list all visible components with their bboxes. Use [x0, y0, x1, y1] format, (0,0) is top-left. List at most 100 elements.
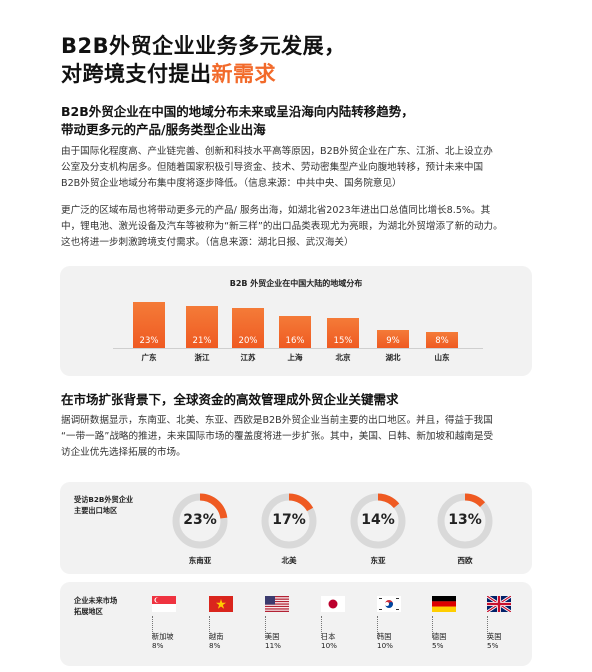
bar	[232, 308, 264, 348]
paragraph-line: 访企业优先选择拓展的市场。	[61, 447, 186, 458]
bar-value-label: 16%	[285, 336, 305, 346]
korea-flag-icon	[377, 596, 401, 612]
market-name: 英国	[487, 632, 502, 641]
bar-category-label: 上海	[287, 353, 303, 362]
donut-segment	[437, 493, 493, 549]
germany-flag-icon	[432, 596, 456, 612]
paragraph-line: “一带一路”战略的推进，未来国际市场的覆盖度将进一步扩张。其中，美国、日韩、新加…	[61, 431, 494, 442]
donut-region-name: 西欧	[457, 556, 473, 565]
label-line: 主要出口地区	[74, 506, 118, 515]
singapore-flag-icon	[152, 596, 176, 612]
germany-flag-graphic	[432, 596, 456, 612]
export-regions-label: 受访B2B外贸企业 主要出口地区	[74, 494, 154, 516]
market-label: 越南 8%	[209, 632, 223, 650]
bar-value-label: 21%	[192, 336, 212, 346]
paragraph-line: 更广泛的区域布局也将带动更多元的产品/ 服务出海，如湖北省2023年进出口总值同…	[61, 205, 491, 216]
section2-heading: 在市场扩张背景下，全球资金的高效管理成外贸企业关键需求	[61, 392, 399, 407]
paragraph-line: 这也将进一步刺激跨境支付需求。（信息来源：湖北日报、武汉海关）	[61, 237, 354, 248]
korea-flag-graphic	[377, 596, 401, 612]
donut-percentage: 23%	[183, 512, 217, 528]
bar-value-label: 15%	[333, 336, 353, 346]
bar-category-label: 北京	[335, 353, 351, 362]
uk-flag-graphic	[486, 594, 512, 614]
market-name: 新加坡	[152, 632, 174, 641]
market-label: 韩国 10%	[377, 632, 393, 650]
vietnam-flag-graphic	[209, 596, 233, 612]
flag-connector-line	[432, 616, 433, 638]
paragraph-line: 据调研数据显示，东南亚、北美、东亚、西欧是B2B外贸企业当前主要的出口地区。并且…	[61, 415, 493, 426]
market-label: 美国 11%	[265, 632, 281, 650]
japan-flag-graphic	[321, 596, 345, 612]
bar	[186, 306, 218, 348]
market-name: 美国	[265, 632, 280, 641]
market-name: 德国	[432, 632, 447, 641]
market-name: 越南	[209, 632, 224, 641]
market-name: 日本	[321, 632, 336, 641]
flag-connector-line	[487, 616, 488, 638]
market-percentage: 8%	[209, 641, 221, 650]
market-label: 日本 10%	[321, 632, 337, 650]
donut-percentage: 17%	[272, 512, 306, 528]
bar-value-label: 23%	[139, 336, 159, 346]
donut-chart	[172, 493, 228, 549]
market-name: 韩国	[377, 632, 392, 641]
section1-paragraph-1: 由于国际化程度高、产业链完善、创新和科技水平高等原因，B2B外贸企业在广东、江浙…	[61, 144, 539, 192]
flag-connector-line	[152, 616, 153, 638]
bar	[279, 316, 311, 348]
bar-category-label: 广东	[141, 353, 157, 362]
donut-percentage: 14%	[361, 512, 395, 528]
page-title: B2B外贸企业业务多元发展， 对跨境支付提出新需求	[61, 32, 346, 88]
donut-chart	[437, 493, 493, 549]
bar	[133, 302, 165, 348]
paragraph-line: 中，锂电池、激光设备及汽车等被称为“新三样”的出口品类表现尤为亮眼，为湖北外贸增…	[61, 221, 503, 232]
section2-paragraph: 据调研数据显示，东南亚、北美、东亚、西欧是B2B外贸企业当前主要的出口地区。并且…	[61, 413, 539, 461]
donut-chart	[350, 493, 406, 549]
flag-connector-line	[209, 616, 210, 638]
uk-flag-icon	[486, 594, 512, 614]
donut-segment	[261, 493, 317, 549]
chart-baseline	[113, 348, 483, 349]
usa-flag-graphic	[265, 596, 289, 612]
bar	[327, 318, 359, 348]
market-percentage: 10%	[321, 641, 337, 650]
usa-flag-icon	[265, 596, 289, 612]
paragraph-line: 公室及分支机构居多。但随着国家积极引导资金、技术、劳动密集型产业向腹地转移，预计…	[61, 162, 484, 173]
market-percentage: 5%	[432, 641, 444, 650]
flag-connector-line	[321, 616, 322, 638]
market-label: 德国 5%	[432, 632, 446, 650]
section1-paragraph-2: 更广泛的区域布局也将带动更多元的产品/ 服务出海，如湖北省2023年进出口总值同…	[61, 203, 539, 251]
donut-segment	[172, 493, 228, 549]
future-markets-label: 企业未来市场 拓展地区	[74, 595, 154, 617]
bar-category-label: 浙江	[194, 353, 210, 362]
singapore-flag-graphic	[152, 596, 176, 612]
title-line-2: 对跨境支付提出新需求	[61, 60, 346, 88]
paragraph-line: B2B外贸企业地域分布集中度将逐步降低。（信息来源：中共中央、国务院意见）	[61, 178, 402, 189]
bar-value-label: 8%	[435, 336, 449, 346]
donut-chart	[261, 493, 317, 549]
label-line: 受访B2B外贸企业	[74, 495, 134, 504]
future-markets-card: 企业未来市场 拓展地区 新加坡 8% 越南 8% 美国 11% 日本 10% 韩国 10% 德国 5%…	[60, 582, 532, 666]
label-line: 企业未来市场	[74, 596, 118, 605]
flag-connector-line	[265, 616, 266, 638]
title-accent: 新需求	[211, 62, 276, 86]
section1-heading: B2B外贸企业在中国的地域分布未来或呈沿海向内陆转移趋势， 带动更多元的产品/服…	[61, 103, 414, 139]
flag-connector-line	[377, 616, 378, 638]
bar-value-label: 20%	[238, 336, 258, 346]
bar	[426, 332, 458, 348]
section1-heading-line-1: B2B外贸企业在中国的地域分布未来或呈沿海向内陆转移趋势，	[61, 104, 414, 119]
donut-region-name: 东亚	[370, 556, 386, 565]
market-percentage: 11%	[265, 641, 281, 650]
donut-percentage: 13%	[448, 512, 482, 528]
market-label: 新加坡 8%	[152, 632, 174, 650]
bar-category-label: 湖北	[385, 353, 401, 362]
title-line-1: B2B外贸企业业务多元发展，	[61, 34, 346, 58]
market-percentage: 5%	[487, 641, 499, 650]
vietnam-flag-icon	[209, 596, 233, 612]
market-percentage: 8%	[152, 641, 164, 650]
donut-region-name: 北美	[281, 556, 297, 565]
export-regions-card: 受访B2B外贸企业 主要出口地区 23% 东南亚 17% 北美 14% 东亚 13% 西欧	[60, 482, 532, 574]
bar-category-label: 山东	[434, 353, 450, 362]
title-line-2-prefix: 对跨境支付提出	[61, 62, 212, 86]
donut-segment	[350, 493, 406, 549]
